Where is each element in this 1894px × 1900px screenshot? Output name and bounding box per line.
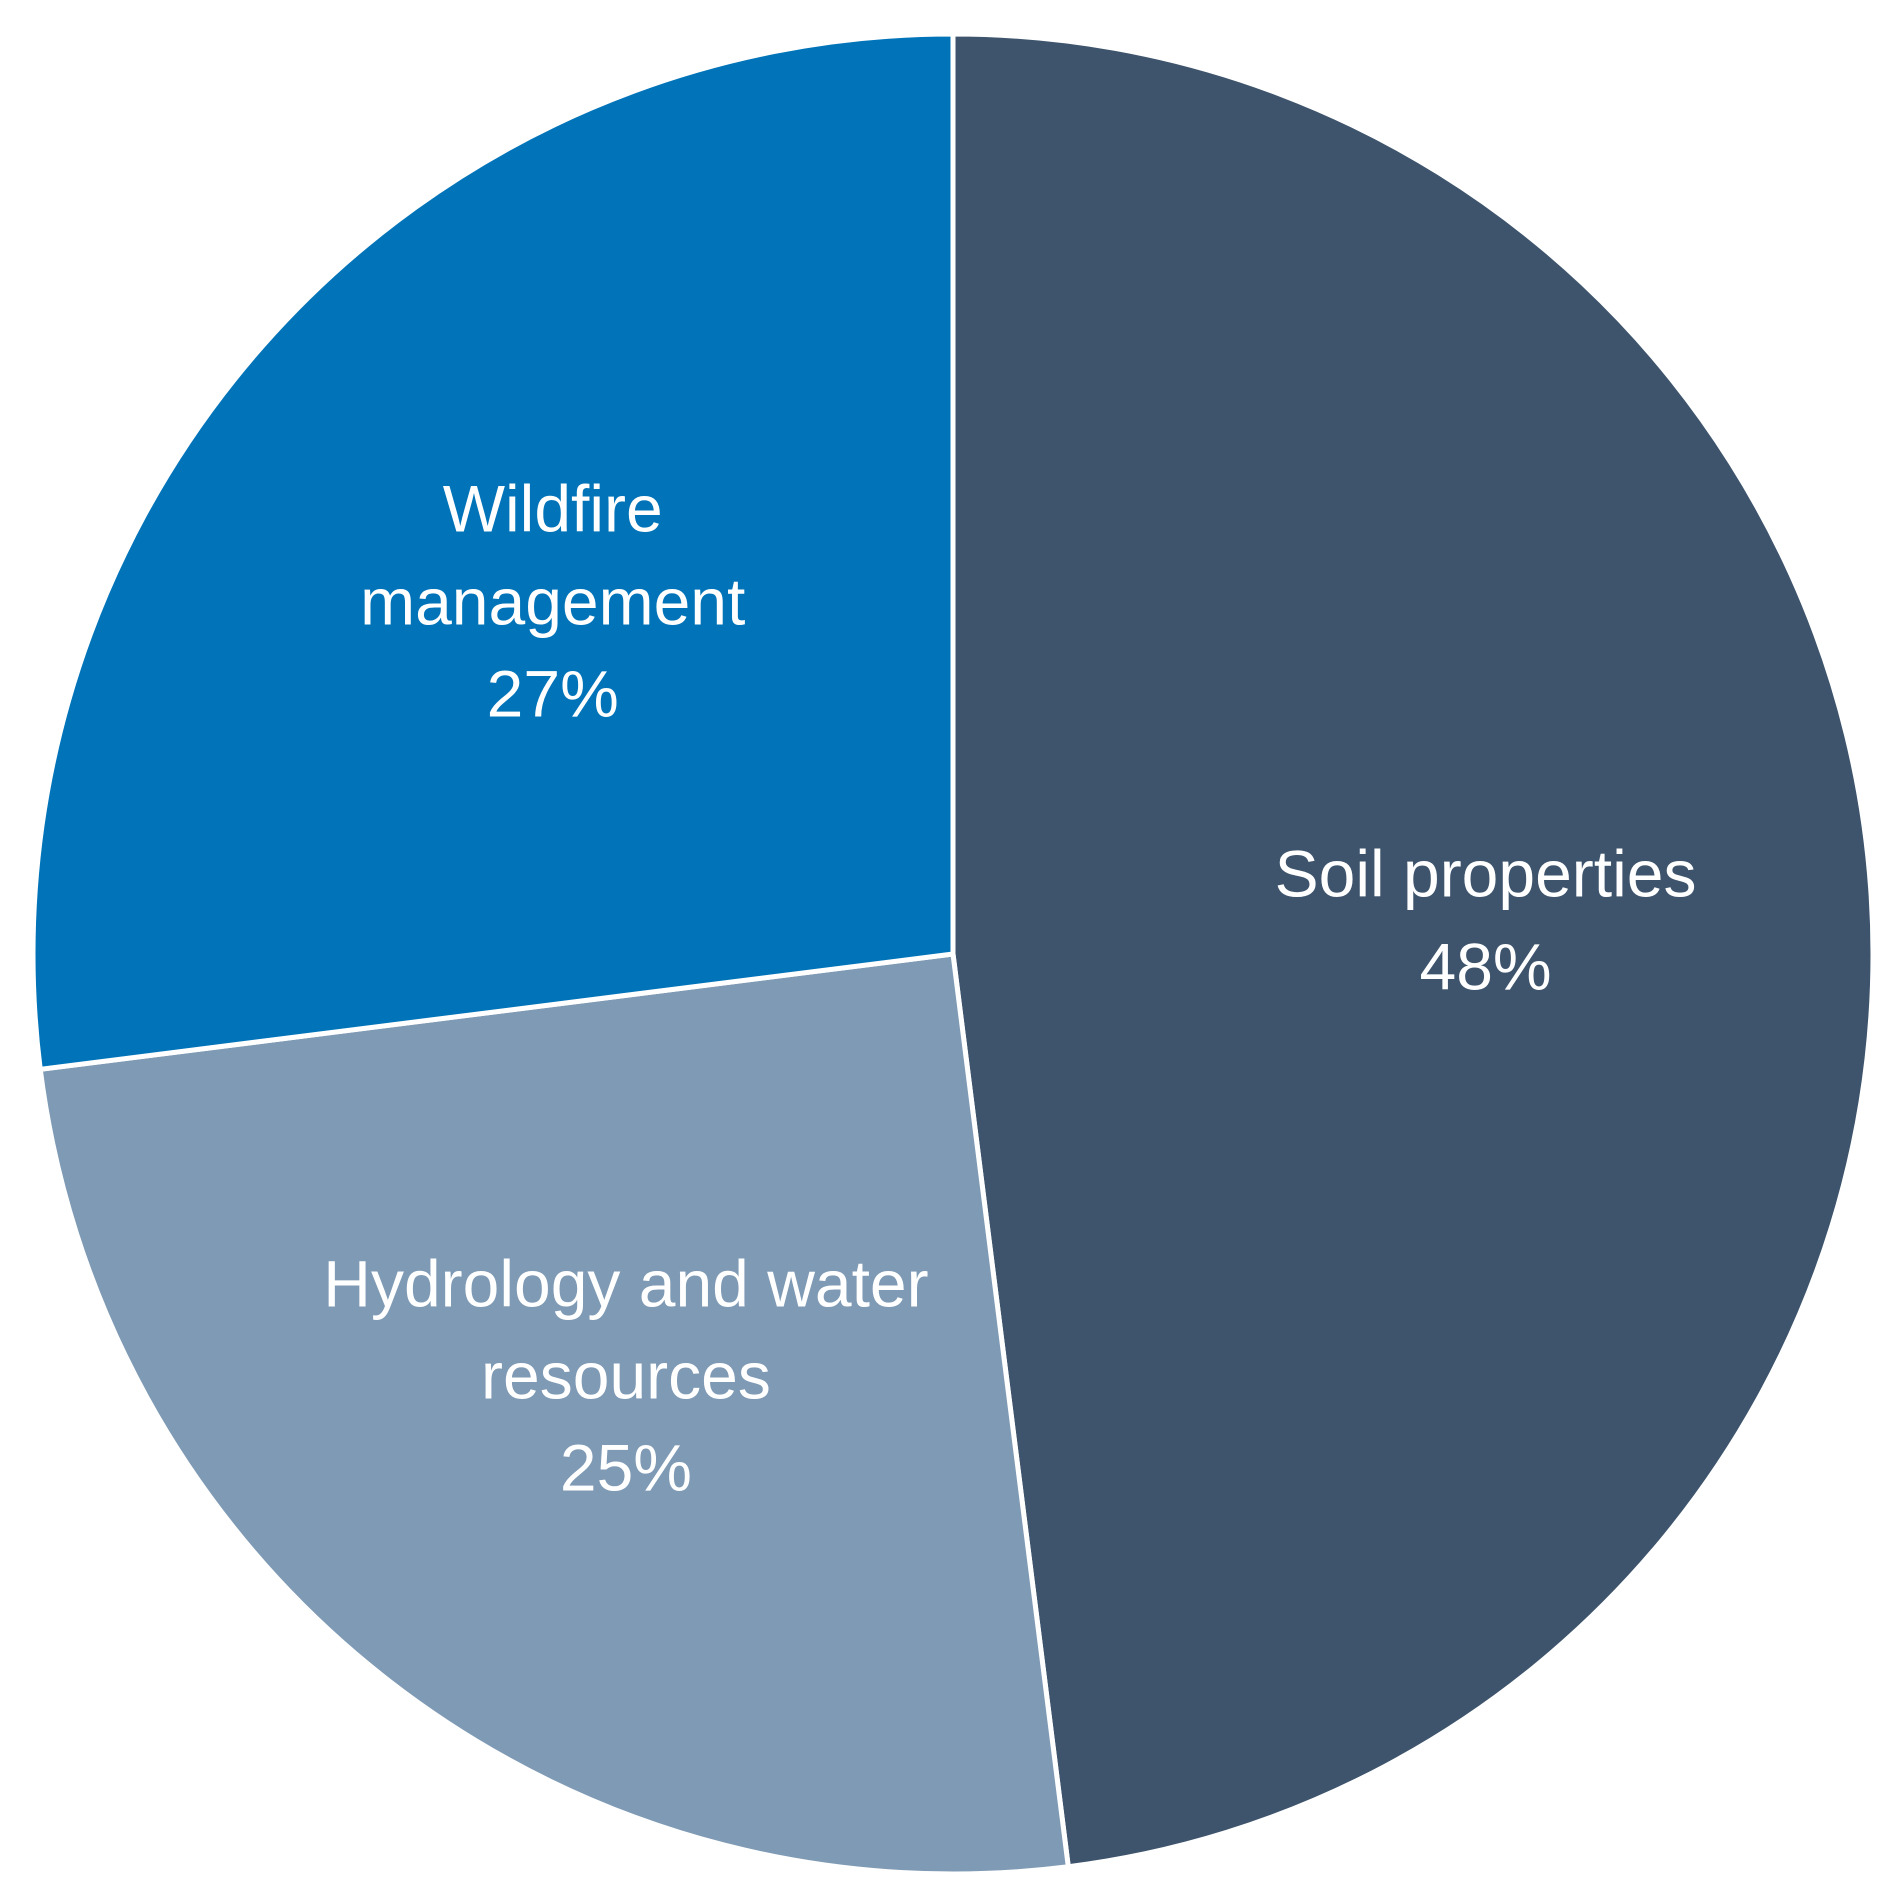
- category-label: Soil properties: [1274, 837, 1697, 912]
- pie-slice: [950, 31, 1876, 1870]
- slice-label: Wildfire management 27%: [283, 463, 823, 740]
- value-label: 25%: [559, 1430, 692, 1505]
- pie-slice: [37, 951, 1072, 1877]
- category-label: Wildfire management: [360, 471, 746, 638]
- value-label: 27%: [486, 656, 619, 731]
- slice-label: Soil properties 48%: [1126, 828, 1846, 1013]
- pie-slice: [30, 31, 956, 1073]
- slice-label: Hydrology and water resources 25%: [216, 1237, 1036, 1514]
- value-label: 48%: [1419, 929, 1552, 1004]
- category-label: Hydrology and water resources: [323, 1246, 929, 1413]
